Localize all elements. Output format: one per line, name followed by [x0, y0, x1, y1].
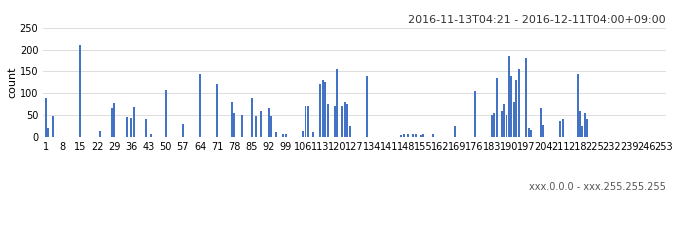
Bar — [165, 90, 167, 137]
Bar — [420, 135, 422, 137]
Bar — [251, 98, 252, 137]
Bar — [150, 134, 152, 137]
Bar — [491, 115, 493, 137]
Bar — [282, 134, 284, 137]
Bar — [500, 111, 503, 137]
Bar — [79, 45, 81, 137]
Bar — [496, 78, 498, 137]
Bar — [307, 106, 309, 137]
Bar — [493, 113, 495, 137]
Bar — [454, 126, 456, 137]
Bar — [233, 113, 235, 137]
Bar — [577, 74, 579, 137]
Bar — [131, 118, 133, 137]
Bar — [562, 119, 564, 137]
Bar — [145, 119, 147, 137]
Bar — [542, 125, 544, 137]
Bar — [326, 104, 328, 137]
Bar — [415, 134, 417, 137]
Bar — [302, 131, 304, 137]
Bar — [525, 58, 527, 137]
Bar — [111, 108, 113, 137]
Bar — [324, 82, 326, 137]
Bar — [341, 106, 343, 137]
Bar — [366, 76, 368, 137]
Bar — [260, 111, 262, 137]
Bar — [312, 132, 314, 137]
Bar — [322, 80, 324, 137]
Bar — [343, 102, 345, 137]
Bar — [517, 69, 520, 137]
Bar — [474, 91, 475, 137]
Bar — [52, 116, 54, 137]
Bar — [505, 115, 507, 137]
Bar — [337, 69, 339, 137]
Bar — [400, 135, 402, 137]
Bar — [403, 134, 405, 137]
Bar — [349, 126, 351, 137]
Bar — [586, 119, 588, 137]
Bar — [114, 103, 116, 137]
Bar — [407, 134, 409, 137]
Bar — [256, 116, 258, 137]
Bar — [182, 123, 184, 137]
Y-axis label: count: count — [7, 67, 17, 98]
Text: xxx.0.0.0 - xxx.255.255.255: xxx.0.0.0 - xxx.255.255.255 — [529, 182, 666, 192]
Bar — [513, 102, 515, 137]
Bar — [133, 107, 135, 137]
Bar — [231, 102, 233, 137]
Bar — [216, 84, 218, 137]
Bar — [515, 80, 517, 137]
Bar — [540, 108, 542, 137]
Bar — [511, 76, 512, 137]
Bar — [334, 106, 336, 137]
Bar — [432, 134, 434, 137]
Bar — [45, 98, 47, 137]
Bar — [285, 134, 287, 137]
Bar — [503, 104, 505, 137]
Text: 2016-11-13T04:21 - 2016-12-11T04:00+09:00: 2016-11-13T04:21 - 2016-12-11T04:00+09:0… — [408, 15, 666, 25]
Bar — [305, 106, 307, 137]
Bar — [412, 134, 414, 137]
Bar — [270, 116, 272, 137]
Bar — [530, 130, 532, 137]
Bar — [319, 84, 321, 137]
Bar — [422, 134, 424, 137]
Bar — [99, 131, 101, 137]
Bar — [584, 113, 586, 137]
Bar — [560, 121, 562, 137]
Bar — [241, 115, 243, 137]
Bar — [47, 128, 49, 137]
Bar — [199, 74, 201, 137]
Bar — [581, 126, 583, 137]
Bar — [508, 56, 510, 137]
Bar — [268, 108, 270, 137]
Bar — [579, 111, 581, 137]
Bar — [275, 132, 277, 137]
Bar — [126, 117, 128, 137]
Bar — [346, 104, 348, 137]
Bar — [528, 128, 530, 137]
